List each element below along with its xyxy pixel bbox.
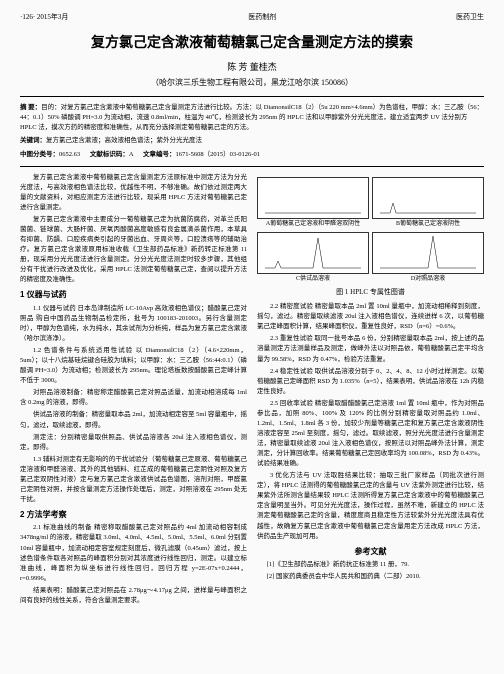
s2-3: 2.3 重复性试验 取同一批号本品 6 份，分别精密量取本品 2ml，按上述的品… bbox=[257, 334, 484, 364]
keywords-text: 复方氯己定含漱液；高效液相色谱法；紫外分光光度法 bbox=[46, 137, 202, 144]
body-columns: 复方氯己定含漱液中葡萄糖氯己定含量测定方法原标准中测定方法为分光光度法，与高效液… bbox=[20, 173, 484, 608]
page-header: ·126· 2015年3月 医药制剂 医药卫生 bbox=[20, 12, 484, 22]
figure-1: A葡萄糖氯己定溶液和甲醛溶双阴性 B葡萄糖氯己定溶液阴性 C供试品溶液 bbox=[257, 177, 484, 298]
fig-d-label: D对照品溶液 bbox=[372, 275, 484, 284]
clc: 0652.63 bbox=[59, 151, 80, 158]
section-2: 2 方法学考察 bbox=[20, 509, 247, 521]
s1-2: 1.2 色谱条件与系统适用性试验 以 DiamonsilC18（2）（4.6×2… bbox=[20, 346, 247, 386]
page-number: ·126· 2015年3月 bbox=[20, 12, 68, 22]
abstract-label: 摘 要： bbox=[20, 104, 41, 111]
abstract-text: 目的：对复方氯己定含漱液中葡萄糖氯己定含量测定方法进行比较。方法：以 Diamo… bbox=[20, 104, 483, 131]
s1-1: 1.1 仪器与试药 日本岛津制造所 LC-10Avp 高效液相色谱仪；醋酸氯己定… bbox=[20, 304, 247, 344]
right-column: A葡萄糖氯己定溶液和甲醛溶双阴性 B葡萄糖氯己定溶液阴性 C供试品溶液 bbox=[257, 173, 484, 608]
classification: 中图分类号：0652.63 文献标识码：A 文章编号：1671-5608（201… bbox=[20, 150, 484, 160]
divider-2 bbox=[20, 166, 484, 167]
fig-c-label: C供试品溶液 bbox=[257, 275, 369, 284]
article-title: 复方氯己定含漱液葡萄糖氯己定含量测定方法的摸索 bbox=[20, 32, 484, 52]
figure-caption: 图 1 HPLC 专属性图谱 bbox=[257, 287, 484, 298]
chrom-d-wrap: D对照品溶液 bbox=[372, 232, 484, 284]
keywords: 关键词：复方氯己定含漱液；高效液相色谱法；紫外分光光度法 bbox=[20, 136, 484, 146]
clc-label: 中图分类号： bbox=[20, 151, 59, 158]
para3: 供试品溶液的制备：精密量取本品 2ml，加流动相定容至 5ml 容量瓶中，摇匀，… bbox=[20, 410, 247, 430]
keywords-label: 关键词： bbox=[20, 137, 46, 144]
conclusion: 结果表明：醋酸氯己定对照品在 2.78μg～4.17μg 之间，进样量与峰面积之… bbox=[20, 586, 247, 606]
chromatogram-b bbox=[372, 177, 484, 219]
refs-title: 参考文献 bbox=[257, 546, 484, 558]
ref-2: [2] 国家药典委员会中华人民共和国药典（二部）2010. bbox=[267, 572, 484, 582]
s2-5: 2.5 回收率试验 精密量取醋醋酸氯己定溶液 1ml 置 10ml 瓶中，作为对… bbox=[257, 399, 484, 469]
para4: 测定法：分别精密量取供照品、供试品溶液各 20ul 注入液相色谱仪，测定，即得。 bbox=[20, 433, 247, 453]
page: ·126· 2015年3月 医药制剂 医药卫生 复方氯己定含漱液葡萄糖氯己定含量… bbox=[0, 0, 504, 674]
section-1: 1 仪器与试药 bbox=[20, 289, 247, 301]
authors: 陈 芳 董桂杰 bbox=[20, 60, 484, 73]
s2-1: 2.1 标准曲线的制备 精密称取醋酸氯己定对照品约 4ml 加流动相容制成 34… bbox=[20, 523, 247, 583]
ref-1: [1]《卫生部药品标准》新药抗正标准第 11 册，79. bbox=[267, 560, 484, 570]
intro: 复方氯己定含漱液中葡萄糖氯己定含量测定方法原标准中测定方法为分光光度法，与高效液… bbox=[20, 173, 247, 213]
left-column: 复方氯己定含漱液中葡萄糖氯己定含量测定方法原标准中测定方法为分光光度法，与高效液… bbox=[20, 173, 247, 608]
artno-label: 文章编号： bbox=[143, 151, 176, 158]
docid-label: 文献标识码： bbox=[90, 151, 129, 158]
divider bbox=[20, 96, 484, 97]
fig-b-label: B葡萄糖氯己定溶液阴性 bbox=[372, 220, 484, 229]
chrom-c-wrap: C供试品溶液 bbox=[257, 232, 369, 284]
s2-4: 2.4 稳定性试验 取供试品溶液分别于 0、2、4、8、12 小时过样测定。以葡… bbox=[257, 367, 484, 397]
s3: 3 优化方法与 UV 法取胜结果比较：抽取三批厂家样品（同批次进行测定），将 H… bbox=[257, 471, 484, 541]
artno: 1671-5608（2015）03-0126-01 bbox=[175, 151, 260, 158]
chromatogram-c bbox=[257, 232, 369, 274]
docid: A bbox=[129, 151, 133, 158]
para2: 对照品溶液制备：精密称定醋酸氯己定对照品适量，加流动相溶成每 1ml 含 0.2… bbox=[20, 388, 247, 408]
chrom-a-wrap: A葡萄糖氯己定溶液和甲醛溶双阴性 bbox=[257, 177, 369, 229]
para1: 复方氯己定含漱液中主要成分一葡萄糖氯己定为抗菌防腐药，对革兰氏阳菌菌、链球菌、大… bbox=[20, 215, 247, 285]
references: [1]《卫生部药品标准》新药抗正标准第 11 册，79. [2] 国家药典委员会… bbox=[257, 560, 484, 582]
s2-2: 2.2 精密度试验 精密量取本品 2ml 置 10ml 量瓶中，加流动相稀释到刻… bbox=[257, 302, 484, 332]
abstract: 摘 要：目的：对复方氯己定含漱液中葡萄糖氯己定含量测定方法进行比较。方法：以 D… bbox=[20, 103, 484, 132]
figure-grid: A葡萄糖氯己定溶液和甲醛溶双阴性 B葡萄糖氯己定溶液阴性 C供试品溶液 bbox=[257, 177, 484, 285]
chromatogram-d bbox=[372, 232, 484, 274]
header-right: 医药卫生 bbox=[456, 12, 484, 22]
chrom-b-wrap: B葡萄糖氯己定溶液阴性 bbox=[372, 177, 484, 229]
s1-3: 1.3 辅料对测定有无影响的的干扰试验分（葡萄糖氯己定原液、葡萄糖氯己定溶液和甲… bbox=[20, 455, 247, 505]
affiliation: （哈尔滨三乐生物工程有限公司，黑龙江哈尔滨 150086） bbox=[20, 77, 484, 88]
fig-a-label: A葡萄糖氯己定溶液和甲醛溶双阴性 bbox=[257, 220, 369, 229]
chromatogram-a bbox=[257, 177, 369, 219]
header-center: 医药制剂 bbox=[248, 12, 276, 22]
